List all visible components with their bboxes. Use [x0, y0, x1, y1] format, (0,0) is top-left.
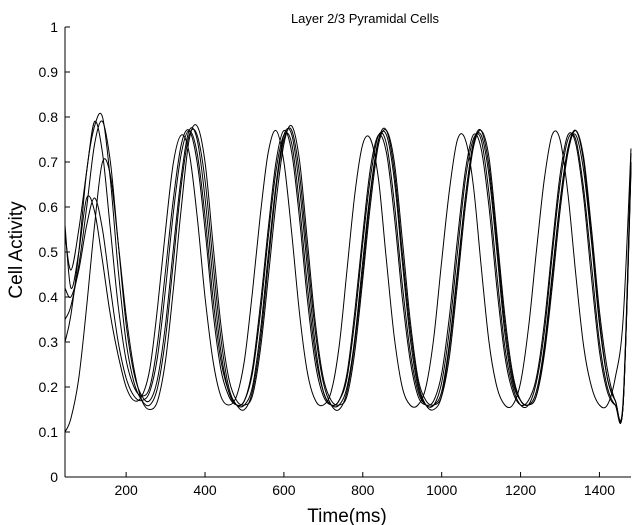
y-tick-label: 0.9: [39, 64, 59, 80]
series-layer: [64, 112, 632, 433]
x-tick-label: 1200: [505, 482, 536, 498]
series-line-4: [64, 124, 632, 433]
series-line-6: [64, 112, 632, 423]
y-tick-label: 1: [50, 19, 58, 35]
y-tick-label: 0.1: [39, 424, 59, 440]
y-tick-label: 0: [50, 469, 58, 485]
chart-title: Layer 2/3 Pyramidal Cells: [291, 11, 440, 26]
x-tick-label: 600: [272, 482, 296, 498]
y-tick-label: 0.3: [39, 334, 59, 350]
x-tick-label: 800: [351, 482, 375, 498]
x-tick-label: 200: [114, 482, 138, 498]
series-line-1: [64, 120, 632, 422]
x-tick-label: 400: [193, 482, 217, 498]
y-tick-label: 0.4: [39, 289, 59, 305]
x-tick-label: 1000: [426, 482, 457, 498]
y-tick-label: 0.5: [39, 244, 59, 260]
series-line-3: [64, 129, 632, 424]
y-tick-label: 0.6: [39, 199, 59, 215]
x-tick-label: 1400: [584, 482, 615, 498]
series-line-5: [64, 129, 632, 409]
x-axis-label: Time(ms): [307, 506, 387, 525]
series-line-2: [64, 120, 632, 423]
y-axis-label: Cell Activity: [6, 201, 27, 299]
y-tick-label: 0.8: [39, 109, 59, 125]
y-tick-label: 0.2: [39, 379, 59, 395]
y-tick-label: 0.7: [39, 154, 59, 170]
